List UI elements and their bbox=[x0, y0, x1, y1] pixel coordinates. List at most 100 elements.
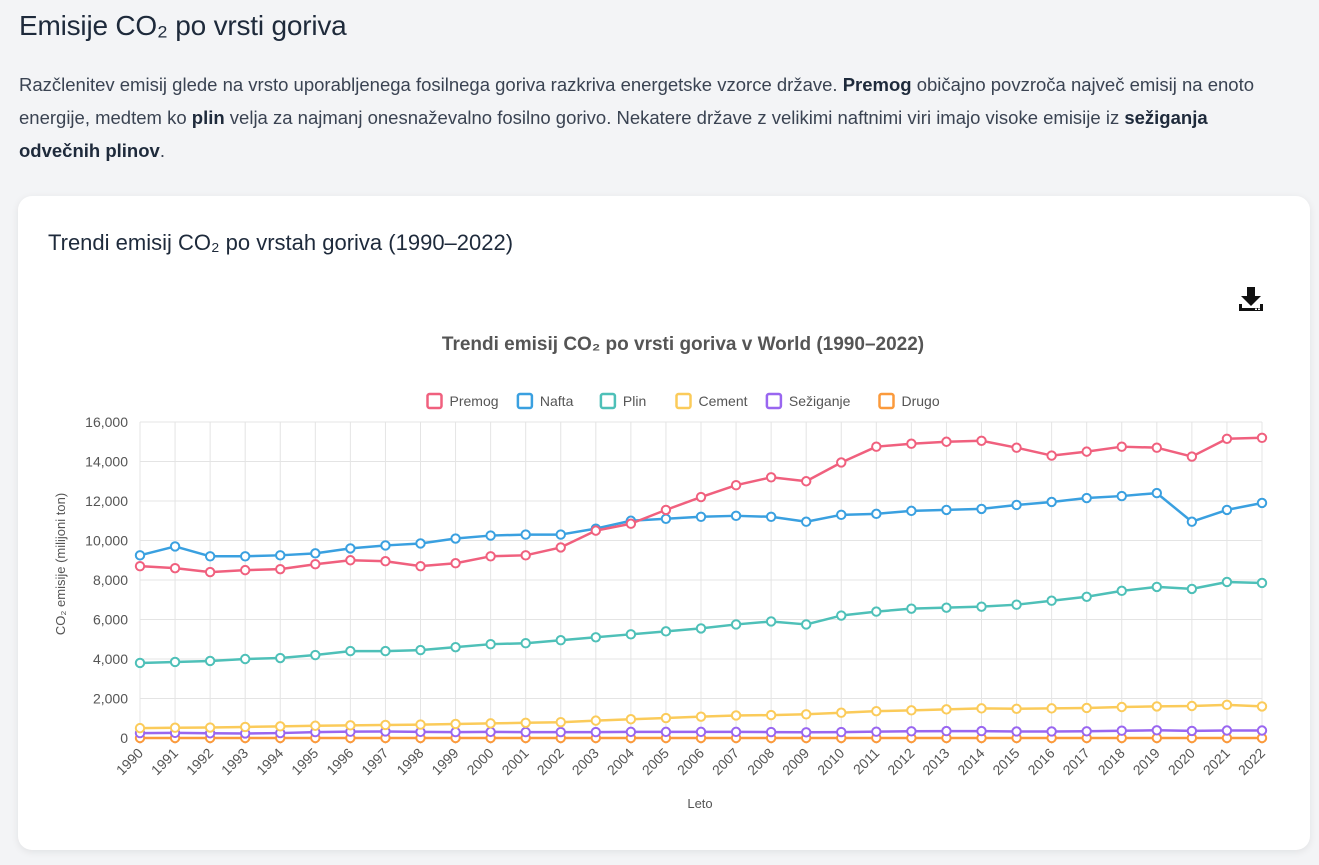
data-point[interactable] bbox=[134, 550, 146, 561]
data-point[interactable] bbox=[204, 566, 216, 578]
data-point[interactable] bbox=[695, 491, 707, 503]
data-point[interactable] bbox=[1046, 726, 1057, 737]
data-point[interactable] bbox=[1221, 725, 1233, 736]
data-point[interactable] bbox=[345, 543, 356, 554]
data-point[interactable] bbox=[1256, 725, 1268, 736]
data-point[interactable] bbox=[1046, 703, 1057, 714]
legend-item-nafta[interactable]: Nafta bbox=[516, 392, 574, 410]
data-point[interactable] bbox=[1256, 497, 1268, 509]
data-point[interactable] bbox=[1011, 599, 1022, 610]
data-point[interactable] bbox=[906, 438, 917, 449]
data-point[interactable] bbox=[134, 657, 146, 669]
data-point[interactable] bbox=[239, 551, 251, 562]
data-point[interactable] bbox=[1116, 701, 1127, 713]
legend-item-sežiganje[interactable]: Sežiganje bbox=[765, 392, 851, 410]
data-point[interactable] bbox=[800, 619, 812, 630]
data-point[interactable] bbox=[906, 505, 917, 517]
data-point[interactable] bbox=[660, 726, 672, 738]
data-point[interactable] bbox=[765, 616, 777, 627]
data-point[interactable] bbox=[695, 623, 707, 634]
data-point[interactable] bbox=[520, 550, 531, 561]
data-point[interactable] bbox=[310, 548, 321, 559]
data-point[interactable] bbox=[169, 722, 181, 733]
data-point[interactable] bbox=[871, 726, 882, 737]
data-point[interactable] bbox=[976, 601, 987, 612]
data-point[interactable] bbox=[555, 635, 566, 646]
data-point[interactable] bbox=[800, 727, 812, 738]
data-point[interactable] bbox=[976, 703, 987, 714]
data-point[interactable] bbox=[871, 441, 882, 452]
data-point[interactable] bbox=[169, 656, 181, 668]
data-point[interactable] bbox=[1081, 446, 1092, 457]
data-point[interactable] bbox=[310, 649, 321, 661]
data-point[interactable] bbox=[906, 603, 917, 614]
data-point[interactable] bbox=[590, 632, 602, 643]
data-point[interactable] bbox=[1151, 701, 1163, 712]
data-point[interactable] bbox=[800, 476, 812, 487]
data-point[interactable] bbox=[415, 560, 426, 572]
data-point[interactable] bbox=[730, 619, 742, 630]
data-point[interactable] bbox=[836, 457, 847, 468]
data-point[interactable] bbox=[520, 638, 531, 649]
data-point[interactable] bbox=[660, 712, 672, 724]
data-point[interactable] bbox=[660, 513, 672, 524]
download-icon[interactable] bbox=[1236, 284, 1266, 314]
data-point[interactable] bbox=[485, 718, 496, 729]
legend-item-plin[interactable]: Plin bbox=[599, 392, 646, 410]
data-point[interactable] bbox=[1116, 725, 1127, 736]
data-point[interactable] bbox=[625, 714, 637, 725]
data-point[interactable] bbox=[976, 725, 987, 737]
data-point[interactable] bbox=[555, 542, 566, 553]
data-point[interactable] bbox=[380, 556, 391, 567]
data-point[interactable] bbox=[204, 551, 216, 562]
data-point[interactable] bbox=[275, 721, 286, 732]
data-point[interactable] bbox=[941, 504, 952, 516]
data-point[interactable] bbox=[1151, 581, 1163, 593]
data-point[interactable] bbox=[1186, 516, 1198, 527]
data-point[interactable] bbox=[239, 564, 251, 576]
data-point[interactable] bbox=[485, 530, 496, 541]
data-point[interactable] bbox=[1186, 700, 1198, 712]
data-point[interactable] bbox=[1046, 595, 1057, 606]
data-point[interactable] bbox=[1116, 441, 1127, 452]
data-point[interactable] bbox=[941, 725, 952, 737]
data-point[interactable] bbox=[134, 722, 146, 734]
data-point[interactable] bbox=[836, 610, 847, 621]
data-point[interactable] bbox=[590, 726, 602, 738]
data-point[interactable] bbox=[836, 707, 847, 718]
data-point[interactable] bbox=[450, 641, 461, 653]
data-point[interactable] bbox=[1186, 725, 1198, 737]
data-point[interactable] bbox=[310, 720, 321, 731]
data-point[interactable] bbox=[1011, 442, 1022, 453]
data-point[interactable] bbox=[871, 508, 882, 520]
data-point[interactable] bbox=[555, 726, 566, 738]
data-point[interactable] bbox=[275, 550, 286, 561]
data-point[interactable] bbox=[450, 558, 461, 569]
data-point[interactable] bbox=[765, 511, 777, 522]
data-point[interactable] bbox=[345, 720, 356, 731]
data-point[interactable] bbox=[941, 602, 952, 613]
data-point[interactable] bbox=[1011, 703, 1022, 714]
data-point[interactable] bbox=[310, 559, 321, 570]
data-point[interactable] bbox=[520, 529, 531, 540]
data-point[interactable] bbox=[695, 511, 707, 522]
data-point[interactable] bbox=[730, 710, 742, 721]
data-point[interactable] bbox=[1116, 585, 1127, 597]
data-point[interactable] bbox=[380, 645, 391, 657]
data-point[interactable] bbox=[730, 510, 742, 522]
data-point[interactable] bbox=[765, 472, 777, 483]
data-point[interactable] bbox=[836, 509, 847, 521]
data-point[interactable] bbox=[134, 560, 146, 572]
data-point[interactable] bbox=[275, 652, 286, 664]
data-point[interactable] bbox=[1081, 726, 1092, 737]
data-point[interactable] bbox=[906, 705, 917, 716]
data-point[interactable] bbox=[765, 709, 777, 721]
data-point[interactable] bbox=[485, 726, 496, 738]
data-point[interactable] bbox=[1221, 576, 1233, 588]
data-point[interactable] bbox=[1151, 725, 1163, 736]
data-point[interactable] bbox=[976, 503, 987, 515]
data-point[interactable] bbox=[415, 644, 426, 656]
data-point[interactable] bbox=[871, 705, 882, 717]
data-point[interactable] bbox=[906, 726, 917, 737]
data-point[interactable] bbox=[1151, 442, 1163, 453]
